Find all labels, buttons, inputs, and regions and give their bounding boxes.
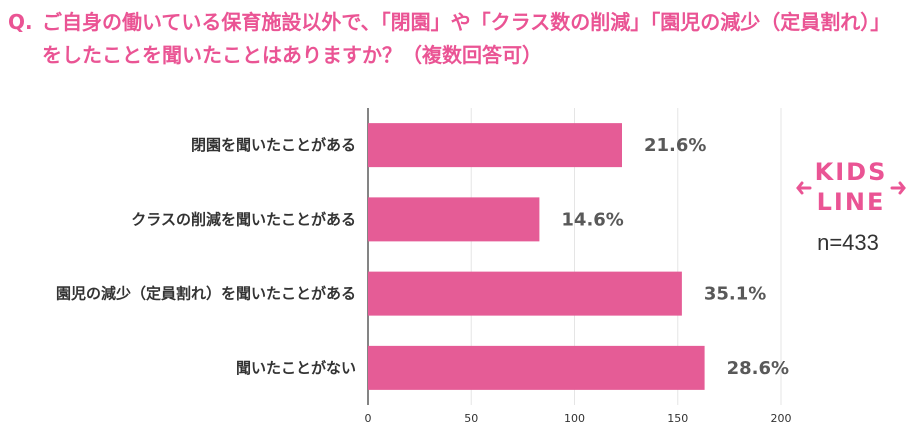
value-label: 14.6% [561, 209, 623, 230]
x-tick-label: 100 [564, 412, 585, 425]
label-layer: 0 50 100 150 200 閉園を聞いたことがある 21.6% クラスの削減を聞いたこと… [56, 135, 792, 425]
x-tick-label: 150 [667, 412, 688, 425]
category-label: 園児の減少（定員割れ）を聞いたことがある [56, 285, 356, 303]
bar [368, 271, 682, 316]
x-tick-label: 200 [771, 412, 792, 425]
sample-size-label: n=433 [817, 230, 879, 255]
value-label: 21.6% [644, 135, 706, 156]
x-tick-label: 0 [365, 412, 372, 425]
x-tick-label: 50 [464, 412, 478, 425]
logo-arrows [796, 181, 906, 195]
bar [368, 345, 705, 390]
value-label: 28.6% [727, 358, 789, 379]
kidsline-logo: KIDS LINE [796, 158, 906, 216]
value-label: 35.1% [704, 284, 766, 305]
bar-layer [368, 123, 705, 390]
category-label: クラスの削減を聞いたことがある [131, 210, 356, 228]
question-text: ご自身の働いている保育施設以外で、「閉園」や「クラス数の削減」「園児の減少（定員… [42, 10, 891, 67]
bar [368, 123, 622, 168]
bar [368, 197, 540, 242]
question-mark: Q. [8, 10, 33, 34]
logo-line1: KIDS [815, 158, 888, 186]
question-heading: Q. ご自身の働いている保育施設以外で、「閉園」や「クラス数の削減」「園児の減少… [8, 6, 908, 72]
logo-line2: LINE [817, 188, 886, 216]
category-label: 閉園を聞いたことがある [191, 136, 356, 154]
category-label: 聞いたことがない [236, 359, 356, 377]
